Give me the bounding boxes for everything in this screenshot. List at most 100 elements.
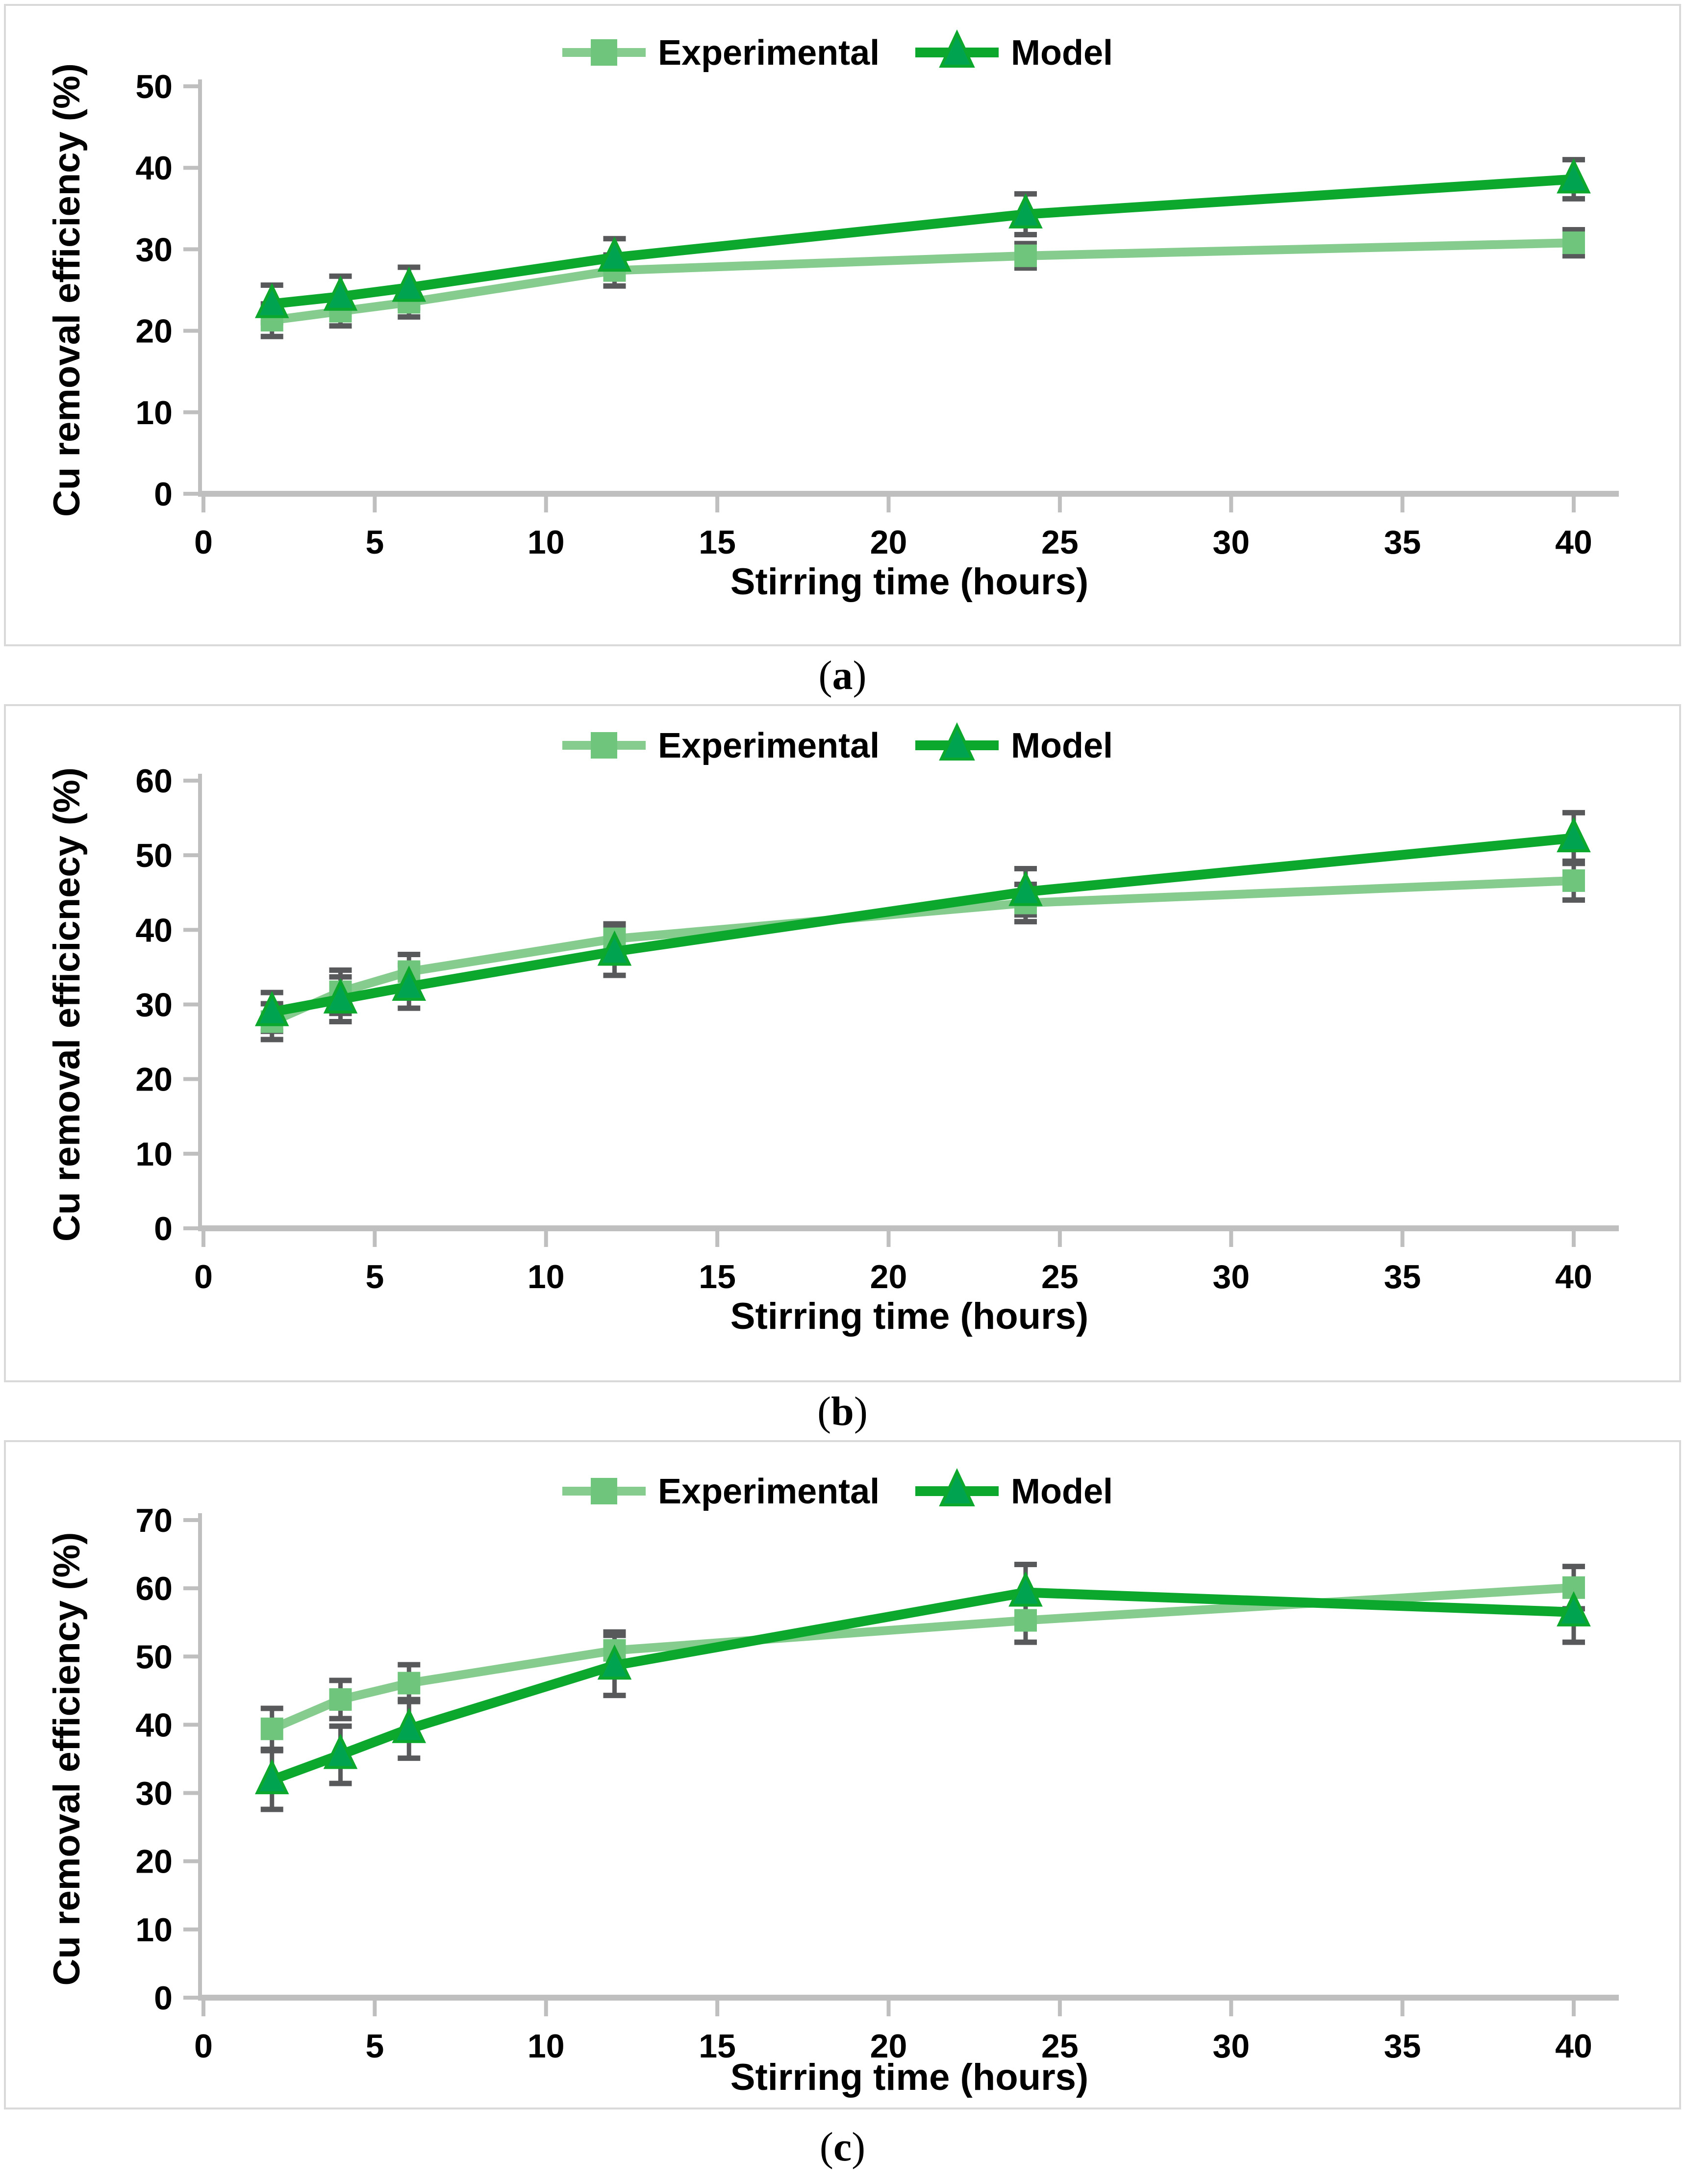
legend-model-label: Model [1011, 33, 1113, 73]
model-triangle-marker [1557, 817, 1591, 853]
caption-a: (a) [4, 646, 1681, 704]
experimental-square-marker [1014, 244, 1037, 267]
caption-a-open: ( [818, 652, 832, 698]
y-tick-label: 30 [135, 987, 173, 1024]
x-tick-label: 10 [528, 1258, 565, 1295]
y-tick-label: 30 [135, 231, 173, 268]
caption-b-letter: b [831, 1388, 854, 1434]
x-tick-label: 20 [870, 1258, 907, 1295]
x-tick-label: 25 [1041, 1258, 1079, 1295]
y-tick-label: 50 [135, 837, 173, 874]
x-tick-label: 40 [1555, 524, 1592, 561]
model-triangle-marker [254, 282, 289, 318]
x-tick-label: 20 [870, 524, 907, 561]
x-tick-label: 10 [528, 524, 565, 561]
x-tick-label: 40 [1555, 1258, 1592, 1295]
x-tick-label: 20 [870, 2028, 907, 2065]
y-tick-label: 60 [135, 762, 173, 800]
caption-b-open: ( [817, 1388, 831, 1434]
axes [183, 1513, 1619, 2016]
legend: Experimental Model [562, 722, 1113, 765]
model-triangle-marker [392, 266, 427, 302]
axes [183, 79, 1619, 512]
y-tick-label: 20 [135, 1061, 173, 1098]
legend-experimental-marker [591, 39, 617, 66]
y-tick-label: 0 [154, 476, 173, 513]
x-tick-label: 10 [528, 2028, 565, 2065]
y-tick-label: 60 [135, 1570, 173, 1607]
y-axis-title: Cu removal efficiency (%) [46, 63, 88, 517]
legend-model-label: Model [1011, 1472, 1113, 1511]
y-tick-label: 40 [135, 150, 173, 187]
experimental-square-marker [398, 1672, 421, 1695]
series-experimental [260, 869, 1585, 1033]
legend: Experimental Model [562, 29, 1113, 73]
x-tick-label: 5 [365, 2028, 384, 2065]
y-tick-label: 40 [135, 1706, 173, 1744]
y-tick-label: 20 [135, 313, 173, 350]
experimental-square-marker [329, 1688, 352, 1711]
y-tick-label: 10 [135, 1136, 173, 1173]
experimental-line [270, 876, 1574, 1026]
chart-c-canvas: 0 10 20 30 40 50 60 70 0 5 10 15 20 25 30 35 40 Cu remova… [46, 1468, 1619, 2098]
series-model [254, 158, 1591, 318]
x-tick-label: 5 [365, 524, 384, 561]
y-tick-label: 70 [135, 1502, 173, 1539]
model-triangle-marker [254, 1759, 289, 1795]
panel-a: 0 10 20 30 40 50 0 5 10 15 20 25 30 35 40 Cu removal ef… [4, 4, 1681, 646]
x-tick-label: 35 [1384, 1258, 1421, 1295]
chart-a-canvas: 0 10 20 30 40 50 0 5 10 15 20 25 30 35 40 Cu removal ef… [46, 29, 1619, 603]
x-tick-label: 40 [1555, 2028, 1592, 2065]
model-line [271, 174, 1574, 309]
x-tick-label: 30 [1212, 1258, 1250, 1295]
caption-c-close: ) [852, 2124, 866, 2170]
caption-c-letter: c [833, 2124, 852, 2170]
y-tick-label: 50 [135, 1638, 173, 1676]
x-tick-label: 30 [1212, 524, 1250, 561]
model-line [270, 1587, 1574, 1785]
x-tick-label: 15 [699, 524, 736, 561]
legend-experimental-marker [591, 732, 617, 759]
tick-labels: 0 10 20 30 40 50 0 5 10 15 20 25 30 35 40 [135, 68, 1592, 561]
x-tick-label: 5 [365, 1258, 384, 1295]
panel-c: 0 10 20 30 40 50 60 70 0 5 10 15 20 25 30 35 40 Cu remova… [4, 1440, 1681, 2109]
x-tick-label: 15 [699, 2028, 736, 2065]
tick-labels: 0 10 20 30 40 50 60 70 0 5 10 15 20 25 30 35 40 [135, 1502, 1592, 2065]
x-tick-label: 0 [194, 2028, 213, 2065]
model-triangle-marker [1008, 870, 1043, 906]
x-tick-label: 0 [194, 524, 213, 561]
experimental-square-marker [1562, 869, 1585, 892]
chart-b-canvas: 0 10 20 30 40 50 60 0 5 10 15 20 25 30 35 40 Cu removal … [46, 722, 1619, 1337]
legend-model-marker [939, 29, 975, 68]
x-tick-label: 30 [1212, 2028, 1250, 2065]
legend: Experimental Model [562, 1468, 1113, 1511]
model-triangle-marker [597, 236, 632, 272]
model-triangle-marker [1008, 1571, 1043, 1607]
series-experimental [260, 1576, 1585, 1740]
axes [183, 774, 1619, 1247]
caption-a-close: ) [853, 652, 867, 698]
panel-b: 0 10 20 30 40 50 60 0 5 10 15 20 25 30 35 40 Cu removal … [4, 704, 1681, 1382]
y-tick-label: 10 [135, 394, 173, 432]
x-tick-label: 25 [1041, 2028, 1079, 2065]
model-triangle-marker [1008, 193, 1043, 229]
experimental-line [271, 238, 1574, 325]
model-triangle-marker [1557, 1591, 1591, 1626]
y-axis-title: Cu removal efficiency (%) [46, 1532, 88, 1986]
caption-c: (c) [4, 2109, 1681, 2184]
caption-a-letter: a [832, 652, 853, 698]
x-axis-title: Stirring time (hours) [730, 561, 1088, 603]
y-tick-label: 0 [154, 1210, 173, 1247]
experimental-line [270, 1583, 1574, 1733]
model-line [271, 833, 1574, 1017]
legend-experimental-label: Experimental [658, 1472, 880, 1511]
x-tick-label: 0 [194, 1258, 213, 1295]
model-triangle-marker [1557, 158, 1591, 194]
legend-experimental-label: Experimental [658, 33, 880, 73]
x-tick-label: 25 [1041, 524, 1079, 561]
x-tick-label: 35 [1384, 2028, 1421, 2065]
experimental-square-marker [260, 1717, 283, 1740]
y-tick-label: 0 [154, 1980, 173, 2017]
y-tick-label: 20 [135, 1843, 173, 1880]
